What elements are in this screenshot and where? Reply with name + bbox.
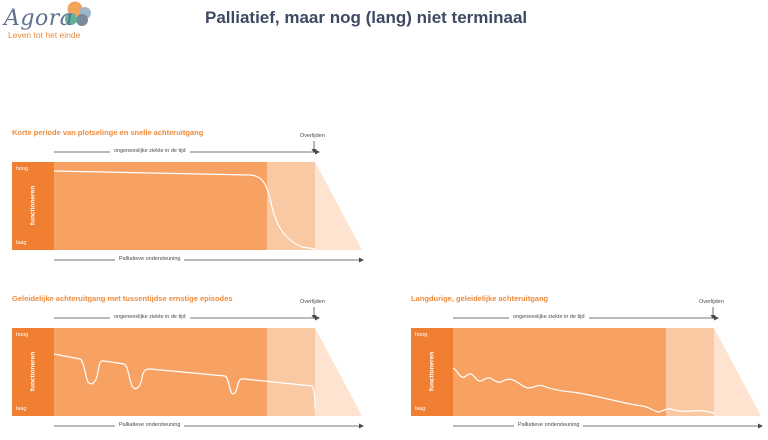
y-high-label: hoog	[16, 332, 29, 338]
main-area	[54, 328, 267, 416]
y-axis-label: functioneren	[29, 351, 37, 392]
death-label: Overlijden	[300, 299, 325, 305]
panel-heading: Geleidelijke achteruitgang met tussentij…	[12, 294, 233, 303]
logo-wordmark: Agora	[4, 6, 74, 31]
functioning-curve	[452, 367, 715, 414]
support-label: Palliatieve ondersteuning	[115, 256, 185, 262]
axis-band	[12, 328, 54, 416]
death-marker-head	[311, 149, 317, 153]
main-area	[54, 162, 267, 250]
time-arrow-head	[315, 149, 320, 155]
support-arrow-head	[359, 257, 364, 263]
support-label: Palliatieve ondersteuning	[115, 422, 185, 428]
panel-episodes-decline: Geleidelijke achteruitgang met tussentij…	[12, 294, 372, 434]
panel-sudden-decline: Korte periode van plotselinge en snelle …	[12, 128, 372, 268]
trajectory-chart	[12, 141, 364, 263]
functioning-curve	[53, 353, 316, 410]
axis-band	[12, 162, 54, 250]
y-high-label: hoog	[415, 332, 428, 338]
time-arrow-head	[714, 315, 719, 321]
death-label: Overlijden	[300, 133, 325, 139]
terminal-area	[267, 328, 315, 416]
panel-gradual-decline: Langdurige, geleidelijke achteruitgang O…	[411, 294, 768, 434]
time-label: ongeneeslijke ziekte in de tijd	[509, 314, 589, 320]
trajectory-chart	[411, 307, 763, 429]
y-low-label: laag	[415, 406, 426, 412]
death-marker-head	[710, 315, 716, 319]
time-arrow-head	[315, 315, 320, 321]
agora-logo: Agora Leven tot het einde	[0, 0, 110, 46]
logo-tagline: Leven tot het einde	[8, 30, 81, 40]
time-label: ongeneeslijke ziekte in de tijd	[110, 314, 190, 320]
logo-dots-icon	[65, 1, 91, 26]
functioning-curve	[53, 170, 316, 250]
fade-area	[315, 162, 362, 250]
axis-band	[411, 328, 453, 416]
fade-area	[714, 328, 761, 416]
terminal-area	[666, 328, 714, 416]
death-marker-head	[311, 315, 317, 319]
support-label: Palliatieve ondersteuning	[514, 422, 584, 428]
panel-heading: Korte periode van plotselinge en snelle …	[12, 128, 204, 137]
y-low-label: laag	[16, 406, 27, 412]
y-high-label: hoog	[16, 166, 29, 172]
main-area	[453, 328, 666, 416]
page-title: Palliatief, maar nog (lang) niet termina…	[205, 8, 528, 27]
panel-heading: Langdurige, geleidelijke achteruitgang	[411, 294, 549, 303]
trajectory-chart	[12, 307, 364, 429]
fade-area	[315, 328, 362, 416]
death-label: Overlijden	[699, 299, 724, 305]
terminal-area	[267, 162, 315, 250]
support-arrow-head	[758, 423, 763, 429]
support-arrow-head	[359, 423, 364, 429]
y-axis-label: functioneren	[428, 351, 436, 392]
y-low-label: laag	[16, 240, 27, 246]
y-axis-label: functioneren	[29, 185, 37, 226]
time-label: ongeneeslijke ziekte in de tijd	[110, 148, 190, 154]
